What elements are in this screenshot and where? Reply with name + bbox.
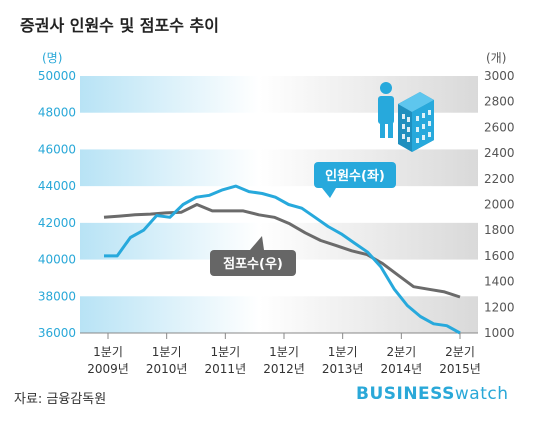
source-note: 자료: 금융감독원: [14, 392, 107, 407]
staff-callout-box: [314, 162, 396, 188]
right-tick-label: 1600: [484, 249, 515, 263]
x-label-top: 1분기: [328, 345, 358, 359]
right-tick-label: 2600: [484, 120, 515, 134]
x-label-top: 1분기: [93, 345, 123, 359]
right-tick-label: 3000: [484, 69, 515, 83]
staff-count-line: [104, 184, 461, 335]
building-with-person-icon: [378, 82, 434, 152]
staff-callout: 인원수(좌): [314, 162, 396, 198]
x-label-bottom: 2009년: [87, 362, 129, 376]
right-tick-label: 1400: [484, 275, 515, 289]
x-label-bottom: 2014년: [381, 362, 423, 376]
branch-count-line: [103, 203, 461, 299]
background-band: [80, 296, 478, 333]
right-tick-label: 2400: [484, 146, 515, 160]
right-tick-label: 2200: [484, 172, 515, 186]
background-band: [80, 149, 478, 187]
x-label-bottom: 2013년: [322, 362, 364, 376]
brand-part2: watch: [454, 384, 509, 404]
right-axis-unit: (개): [486, 51, 506, 65]
right-tick-label: 1800: [484, 223, 515, 237]
brand-logo: BUSINESSwatch: [356, 384, 509, 404]
x-label-top: 2분기: [386, 345, 416, 359]
branch-callout: 점포수(우): [210, 236, 296, 276]
left-tick-label: 36000: [38, 326, 76, 340]
series-lines: [103, 184, 461, 335]
branch-callout-label: 점포수(우): [223, 257, 283, 272]
brand-part1: BUSINESS: [356, 384, 455, 404]
right-tick-label: 1000: [484, 326, 515, 340]
right-tick-label: 1200: [484, 300, 515, 314]
axes: (명) (개) 50000 48000 46000 44000 42000 40000 3800…: [38, 51, 515, 340]
x-label-top: 1분기: [152, 345, 182, 359]
left-tick-label: 44000: [38, 179, 76, 193]
x-label-top: 2분기: [445, 345, 475, 359]
left-tick-label: 50000: [38, 69, 76, 83]
left-axis-unit: (명): [42, 51, 62, 65]
staff-callout-pointer: [322, 188, 336, 198]
right-tick-label: 2800: [484, 95, 515, 109]
x-label-top: 1분기: [210, 345, 240, 359]
left-tick-label: 38000: [38, 289, 76, 303]
left-tick-label: 46000: [38, 142, 76, 156]
x-label-bottom: 2015년: [439, 362, 481, 376]
x-label-top: 1분기: [269, 345, 299, 359]
x-label-bottom: 2012년: [263, 362, 305, 376]
left-tick-label: 40000: [38, 253, 76, 267]
x-axis-labels: 1분기 2009년 1분기 2010년 1분기 2011년 1분기 2012년 1분기 2013년…: [87, 333, 481, 376]
left-tick-label: 42000: [38, 216, 76, 230]
right-tick-label: 2000: [484, 198, 515, 212]
chart-title: 증권사 인원수 및 점포수 추이: [20, 16, 219, 35]
callouts: 인원수(좌) 점포수(우): [210, 162, 396, 276]
staff-callout-label: 인원수(좌): [325, 168, 385, 184]
x-label-bottom: 2010년: [146, 362, 188, 376]
x-label-bottom: 2011년: [205, 362, 247, 376]
branch-callout-pointer: [250, 236, 264, 250]
branch-callout-box: [210, 250, 296, 276]
left-tick-label: 48000: [38, 106, 76, 120]
